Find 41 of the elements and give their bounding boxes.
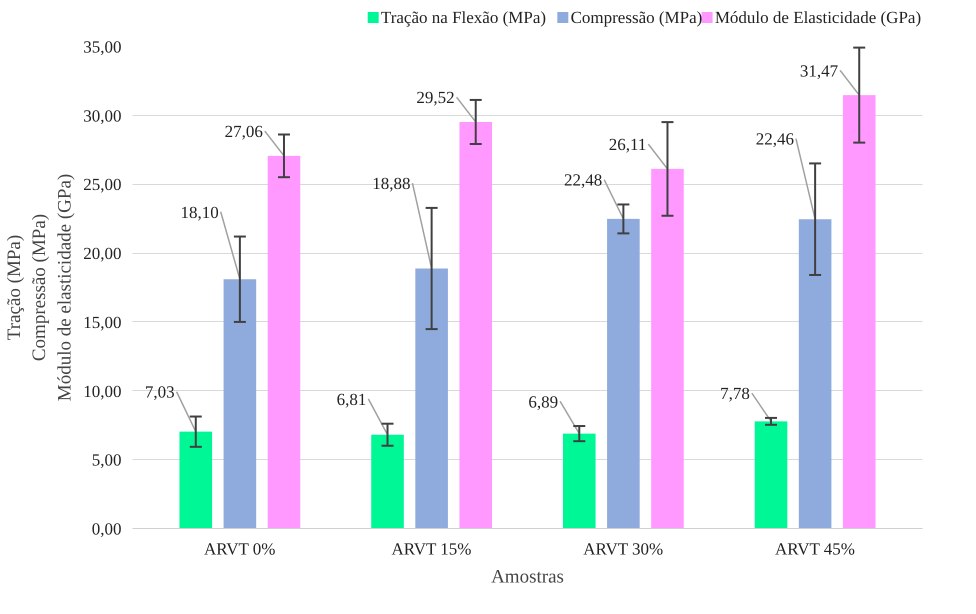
y-tick-label: 5,00 (92, 450, 122, 470)
bar (607, 218, 640, 528)
x-tick-label: ARVT 45% (774, 540, 855, 558)
bar (651, 168, 684, 528)
text: 6,89 (528, 392, 558, 412)
bar (798, 219, 832, 528)
x-tick-label: ARVT 30% (583, 540, 664, 558)
bar (224, 279, 256, 528)
bar (562, 434, 596, 528)
text: 27,06 (224, 122, 263, 142)
legend-label: Módulo de Elasticidade (GPa) (714, 8, 922, 27)
y-tick-label: 0,00 (92, 520, 122, 538)
text: 18,10 (180, 202, 219, 222)
y-tick-label: 30,00 (83, 106, 122, 126)
y-tick-label: 25,00 (83, 175, 122, 194)
text: 6,81 (336, 390, 366, 409)
text: 26,11 (608, 135, 646, 154)
bar (371, 434, 404, 528)
text: 31,47 (800, 61, 838, 80)
bar (459, 122, 492, 528)
bar (842, 95, 876, 528)
bar (268, 156, 300, 528)
y-axis-title: Tração (MPa) Compressão (MPa) Módulo de elasticidade (GPa) (4, 174, 76, 402)
x-tick-label: ARVT 0% (204, 540, 276, 558)
y-tick-label: 15,00 (83, 312, 122, 332)
text: 22,46 (756, 130, 794, 149)
y-tick-label: 35,00 (83, 38, 122, 56)
text: 22,48 (564, 170, 602, 190)
bar (179, 432, 212, 528)
bar (754, 421, 788, 528)
y-tick-label: 20,00 (83, 244, 122, 264)
text: 29,52 (416, 88, 455, 108)
x-axis-title: Amostras (491, 566, 564, 588)
text: 18,88 (372, 174, 411, 194)
legend-label: Tração na Flexão (MPa) (380, 8, 546, 27)
text: 7,78 (720, 384, 750, 404)
y-tick-label: 10,00 (83, 382, 122, 401)
legend-label: Compressão (MPa) (570, 8, 702, 27)
bar (415, 268, 448, 528)
text: 7,03 (144, 382, 175, 402)
x-tick-label: ARVT 15% (391, 540, 472, 558)
